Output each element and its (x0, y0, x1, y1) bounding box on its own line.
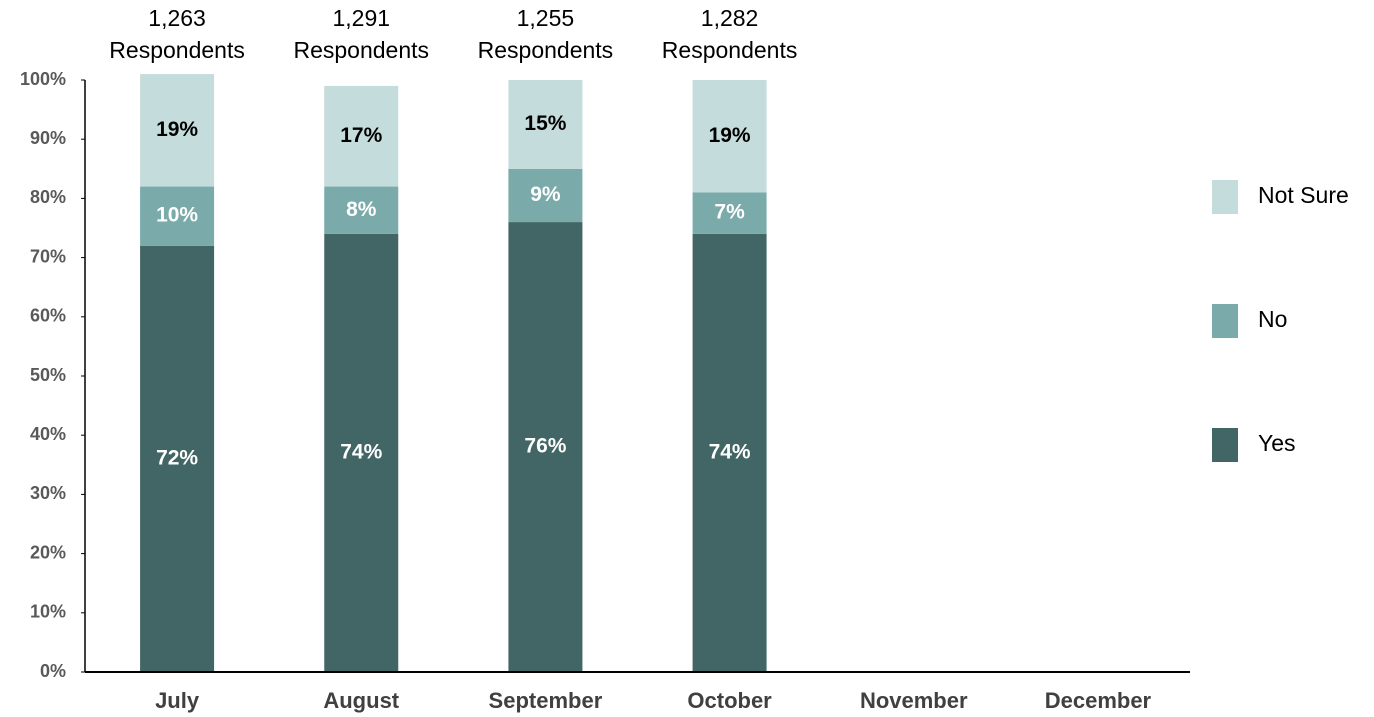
bar-segment (140, 245, 215, 672)
bar-segment (324, 233, 399, 673)
bar-segment (508, 80, 583, 169)
bar-segment (508, 168, 583, 223)
data-label: 7% (714, 201, 745, 224)
respondent-count: 1,263 (148, 5, 206, 31)
data-label: 9% (530, 183, 561, 206)
y-tick-label: 10% (30, 602, 66, 622)
legend-label: Not Sure (1258, 182, 1349, 208)
y-tick-label: 30% (30, 483, 66, 503)
x-tick-label: July (155, 688, 200, 713)
x-tick-label: December (1045, 688, 1152, 713)
respondent-unit: Respondents (293, 37, 429, 63)
bar-segment (140, 186, 215, 246)
data-label: 17% (340, 124, 382, 147)
respondent-count: 1,291 (332, 5, 390, 31)
bar-segment (140, 74, 215, 187)
bar-segment (324, 186, 399, 234)
x-tick-label: August (323, 688, 399, 713)
y-tick-label: 40% (30, 424, 66, 444)
legend-label: Yes (1258, 430, 1296, 456)
respondent-count: 1,255 (517, 5, 575, 31)
legend-swatch (1212, 304, 1238, 338)
y-tick-label: 60% (30, 306, 66, 326)
bar-segment (324, 85, 399, 187)
y-tick-label: 20% (30, 542, 66, 562)
respondent-count: 1,282 (701, 5, 759, 31)
data-label: 74% (709, 441, 751, 464)
bar-segment (692, 233, 767, 673)
data-label: 72% (156, 446, 198, 469)
legend-swatch (1212, 180, 1238, 214)
data-label: 8% (346, 198, 377, 221)
y-tick-label: 70% (30, 246, 66, 266)
x-tick-label: November (860, 688, 968, 713)
y-tick-label: 0% (40, 661, 66, 681)
data-label: 19% (156, 118, 198, 141)
legend-swatch (1212, 428, 1238, 462)
data-label: 74% (340, 441, 382, 464)
x-tick-label: October (687, 688, 772, 713)
respondent-unit: Respondents (109, 37, 245, 63)
bar-segment (692, 80, 767, 193)
y-tick-label: 50% (30, 365, 66, 385)
y-tick-label: 80% (30, 187, 66, 207)
respondent-unit: Respondents (662, 37, 798, 63)
x-tick-label: September (489, 688, 603, 713)
legend-label: No (1258, 306, 1287, 332)
data-label: 10% (156, 204, 198, 227)
data-label: 15% (524, 112, 566, 135)
respondent-unit: Respondents (478, 37, 614, 63)
bar-segment (692, 192, 767, 234)
data-label: 19% (709, 124, 751, 147)
bar-segment (508, 222, 583, 672)
y-tick-label: 90% (30, 128, 66, 148)
y-tick-label: 100% (20, 69, 66, 89)
data-label: 76% (524, 435, 566, 458)
